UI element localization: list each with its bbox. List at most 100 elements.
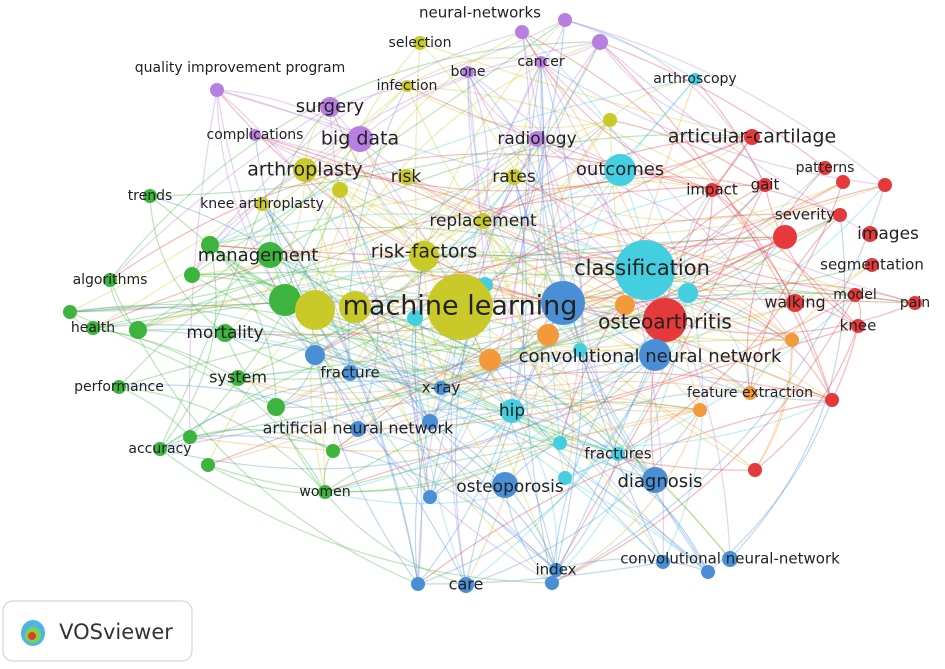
node (748, 463, 762, 477)
edge (224, 169, 306, 334)
edge (467, 71, 564, 304)
edge (159, 244, 217, 450)
node (500, 399, 524, 423)
node (851, 319, 865, 333)
edge (261, 203, 419, 585)
edge (314, 309, 701, 412)
edge (467, 71, 709, 573)
edge (224, 332, 334, 452)
edge (324, 349, 581, 493)
edge (254, 134, 351, 374)
edge (579, 167, 826, 351)
edge (324, 325, 859, 493)
edge (275, 334, 549, 408)
edge (551, 184, 886, 584)
node (210, 83, 224, 97)
edge (261, 203, 351, 374)
edge (339, 189, 423, 585)
edge (261, 119, 611, 209)
node-label: severity (775, 206, 835, 224)
node (201, 236, 219, 254)
node (541, 281, 585, 325)
node-label: impact (686, 181, 738, 199)
logo: VOSviewer (2, 600, 193, 662)
edge (159, 354, 656, 450)
node-label: management (198, 245, 319, 266)
node (458, 577, 474, 593)
edge (540, 61, 793, 341)
node (183, 430, 197, 444)
edge (269, 254, 491, 361)
edge (599, 41, 753, 138)
node (332, 182, 348, 198)
edge (209, 138, 361, 246)
node (411, 577, 425, 591)
edge (224, 332, 351, 374)
node-label: care (449, 575, 484, 594)
node (825, 393, 839, 407)
node-label: system (209, 368, 267, 387)
node (689, 73, 701, 85)
edge (599, 41, 871, 235)
node (878, 178, 892, 192)
node (112, 380, 126, 394)
edge (349, 184, 766, 374)
node (643, 298, 687, 342)
edge (555, 184, 766, 571)
node (862, 226, 878, 242)
edge (564, 477, 664, 563)
edge (354, 138, 538, 308)
edge (349, 292, 856, 374)
node-label: patterns (796, 160, 855, 176)
node-label: infection (377, 78, 438, 94)
edge (209, 236, 786, 257)
node (422, 414, 438, 430)
node (836, 175, 850, 189)
edge (694, 78, 766, 186)
node (63, 305, 77, 319)
edge (207, 442, 561, 492)
edge (405, 176, 793, 341)
edge (540, 61, 701, 411)
edge (191, 176, 515, 276)
edge (209, 226, 646, 271)
node-label: outcomes (576, 159, 664, 180)
edge (209, 78, 696, 246)
edge (92, 299, 286, 329)
edge (459, 306, 656, 481)
node (267, 398, 285, 416)
edge (314, 42, 421, 311)
edge (118, 317, 416, 388)
edge (354, 61, 542, 308)
edge (429, 19, 566, 423)
edge (254, 134, 666, 321)
edge (314, 31, 523, 311)
node-label: big data (321, 128, 399, 150)
edge (354, 257, 859, 327)
edge (511, 61, 545, 412)
edge (339, 189, 379, 430)
node-label: arthroscopy (653, 71, 736, 87)
edge (189, 189, 341, 438)
edge (188, 89, 218, 438)
edge (489, 359, 664, 563)
edge (354, 289, 856, 308)
node (758, 178, 772, 192)
edge (454, 176, 515, 586)
edge (551, 292, 689, 584)
node (293, 158, 317, 182)
edge (509, 41, 601, 412)
node (86, 321, 100, 335)
node (479, 349, 501, 371)
node (537, 324, 559, 346)
edge (609, 78, 696, 121)
edge (754, 325, 859, 471)
edge (314, 354, 709, 573)
edge (419, 42, 753, 138)
edge (314, 236, 786, 356)
edge (216, 89, 286, 301)
node (908, 296, 922, 310)
node (785, 333, 799, 347)
edge (118, 386, 191, 438)
edge (357, 428, 557, 571)
